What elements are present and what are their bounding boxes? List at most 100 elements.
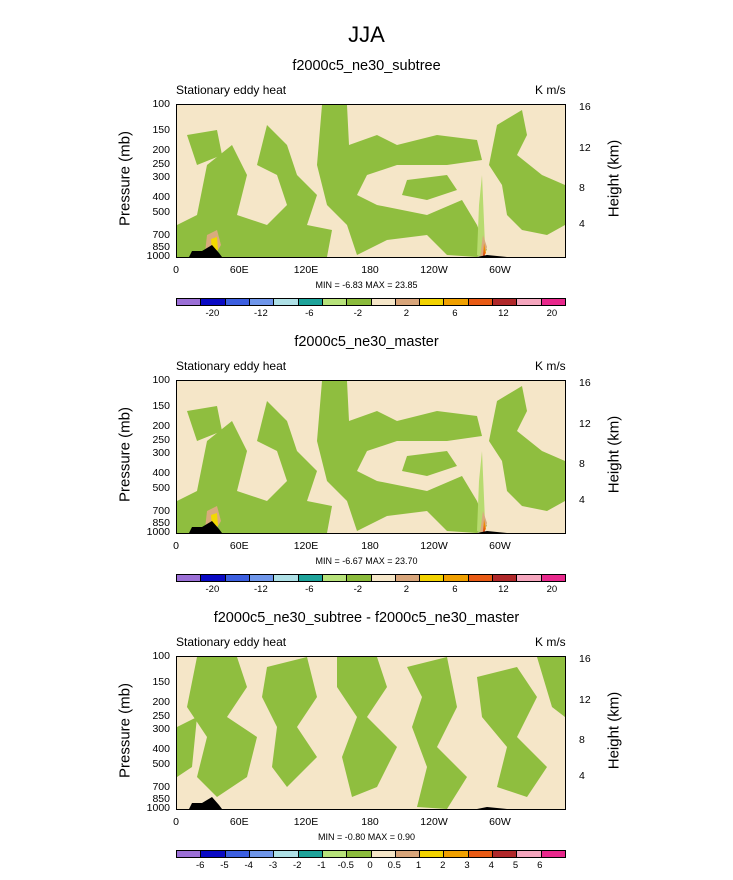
x-tick-label: 120E (293, 540, 319, 552)
field-region (477, 531, 507, 533)
y-tick-label: 250 (152, 434, 170, 447)
x-tick-label: 120E (293, 816, 319, 828)
field-region (177, 717, 197, 777)
colorbar-label: -6 (196, 860, 205, 871)
unit-label: K m/s (535, 83, 566, 97)
field-region (483, 249, 485, 257)
y-tick-label: 1000 (146, 802, 170, 814)
y-right-tick-label: 16 (579, 377, 591, 390)
y-tick-label: 700 (152, 228, 170, 241)
colorbar-label: -12 (254, 308, 268, 319)
colorbar-label: -12 (254, 584, 268, 595)
y-right-tick-label: 12 (579, 418, 591, 431)
x-tick-label: 0 (173, 816, 179, 828)
colorbar-swatch (420, 851, 445, 857)
panel-title: f2000c5_ne30_subtree (292, 58, 441, 74)
contour-plot (176, 380, 566, 534)
colorbar-label: -1 (317, 860, 326, 871)
unit-label: K m/s (535, 359, 566, 373)
colorbar-label: 20 (546, 308, 558, 319)
colorbar-swatch (420, 575, 445, 581)
y-tick-label: 200 (152, 419, 170, 432)
colorbar (176, 574, 566, 582)
contour-field (177, 381, 565, 533)
x-tick-label: 120W (420, 540, 448, 552)
colorbar-label: 0.5 (387, 860, 401, 871)
colorbar-label: 12 (498, 308, 509, 319)
y-tick-label: 850 (152, 240, 170, 253)
panel-title: f2000c5_ne30_subtree - f2000c5_ne30_mast… (213, 610, 520, 626)
x-tick-label: 60E (229, 540, 249, 552)
colorbar-swatch (371, 575, 396, 581)
y-tick-label: 100 (152, 98, 170, 110)
contour-field (177, 657, 565, 809)
y-right-tick-label: 16 (579, 101, 591, 114)
y-tick-label: 100 (152, 650, 170, 662)
field-region (489, 386, 565, 511)
field-region (177, 125, 332, 257)
min-max-label: MIN = -6.67 MAX = 23.70 (315, 556, 418, 566)
min-max-label: MIN = -6.83 MAX = 23.85 (315, 280, 418, 290)
x-tick-label: 60W (489, 816, 511, 828)
colorbar-label: 4 (488, 860, 494, 871)
field-region (189, 245, 222, 257)
colorbar-swatch (249, 575, 275, 581)
colorbar-swatch (298, 575, 323, 581)
colorbar-label: -5 (220, 860, 229, 871)
field-region (187, 130, 222, 165)
y-right-axis-title: Height (km) (605, 691, 623, 770)
field-region (317, 105, 487, 257)
y-axis-title: Pressure (mb) (116, 682, 134, 779)
colorbar-swatch (225, 575, 250, 581)
colorbar-swatch (517, 851, 542, 857)
colorbar-swatch (541, 299, 565, 305)
y-tick-label: 700 (152, 780, 170, 793)
colorbar-label: -20 (205, 308, 220, 319)
variable-label: Stationary eddy heat (176, 359, 287, 373)
y-right-tick-label: 12 (579, 142, 591, 155)
colorbar-swatch (468, 851, 494, 857)
variable-label: Stationary eddy heat (176, 635, 287, 649)
field-region (262, 657, 317, 787)
chart-panel: f2000c5_ne30_subtree - f2000c5_ne30_mast… (0, 610, 733, 880)
colorbar-swatch (225, 851, 250, 857)
field-region (483, 525, 485, 533)
colorbar-swatch (444, 851, 469, 857)
y-tick-label: 400 (152, 466, 170, 479)
main-title: JJA (348, 22, 385, 47)
y-tick-label: 850 (152, 792, 170, 805)
colorbar (176, 298, 566, 306)
colorbar-swatch (347, 299, 372, 305)
colorbar-swatch (225, 299, 250, 305)
field-region (407, 657, 467, 809)
field-region (187, 406, 222, 441)
y-tick-label: 850 (152, 516, 170, 529)
x-tick-label: 120E (293, 264, 319, 276)
y-tick-label: 250 (152, 158, 170, 171)
field-region (337, 657, 397, 797)
colorbar (176, 850, 566, 858)
colorbar-label: 2 (403, 584, 410, 595)
chart-panel: f2000c5_ne30_subtree Stationary eddy heat… (0, 58, 733, 328)
field-region (537, 657, 565, 717)
colorbar-label: -6 (305, 308, 314, 319)
x-tick-label: 60W (489, 264, 511, 276)
y-tick-label: 200 (152, 695, 170, 708)
y-tick-label: 400 (152, 190, 170, 203)
colorbar-swatch (322, 851, 348, 857)
x-tick-label: 120W (420, 816, 448, 828)
colorbar-swatch (249, 299, 275, 305)
panel-title: f2000c5_ne30_master (294, 334, 439, 350)
colorbar-label: 3 (464, 860, 470, 871)
y-tick-label: 100 (152, 374, 170, 386)
min-max-label: MIN = -0.80 MAX = 0.90 (317, 832, 416, 842)
colorbar-label: 12 (498, 584, 509, 595)
colorbar-swatch (274, 575, 299, 581)
y-right-tick-label: 16 (579, 653, 591, 666)
colorbar-swatch (371, 299, 396, 305)
colorbar-swatch (177, 299, 202, 305)
y-right-tick-label: 12 (579, 694, 591, 707)
x-tick-label: 60W (489, 540, 511, 552)
colorbar-swatch (420, 299, 445, 305)
field-region (189, 797, 222, 809)
